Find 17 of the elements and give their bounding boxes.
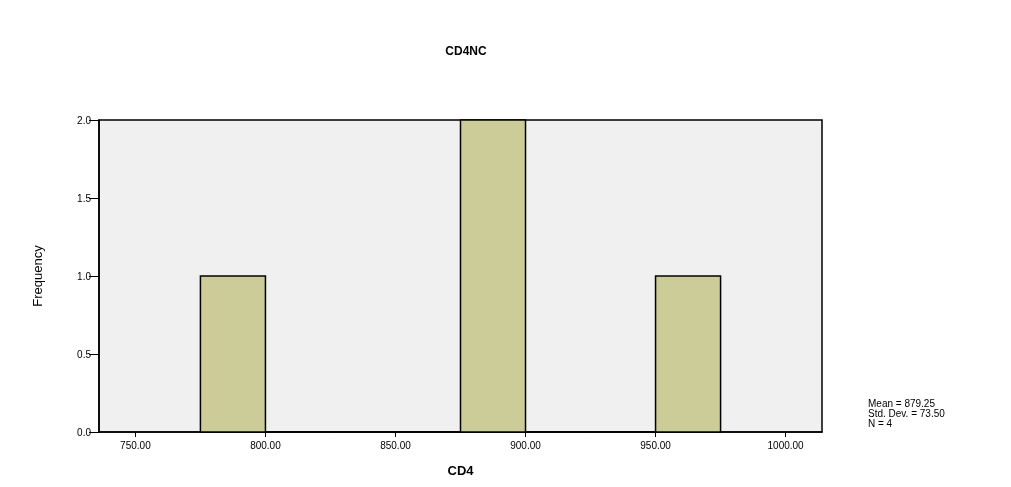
x-tick-label: 800.00	[250, 439, 282, 451]
y-tick-label: 1.5	[77, 192, 92, 204]
y-tick-label: 2.0	[77, 114, 92, 126]
y-axis-title: Frequency	[30, 244, 45, 307]
text: Mean = 879.25	[868, 397, 936, 409]
x-tick-label: 750.00	[120, 439, 152, 451]
x-tick-label: 950.00	[640, 439, 672, 451]
chart-title: CD4NC	[445, 44, 487, 58]
y-tick-label: 1.0	[77, 270, 92, 282]
y-tick-label: 0.0	[77, 426, 92, 438]
text: N = 4	[868, 417, 893, 429]
text: Std. Dev. = 73.50	[868, 407, 946, 419]
x-axis-title: CD4	[447, 463, 475, 478]
x-tick-label: 900.00	[510, 439, 542, 451]
x-tick-label: 1000.00	[767, 439, 805, 451]
x-tick-label: 850.00	[380, 439, 412, 451]
y-tick-label: 0.5	[77, 348, 92, 360]
